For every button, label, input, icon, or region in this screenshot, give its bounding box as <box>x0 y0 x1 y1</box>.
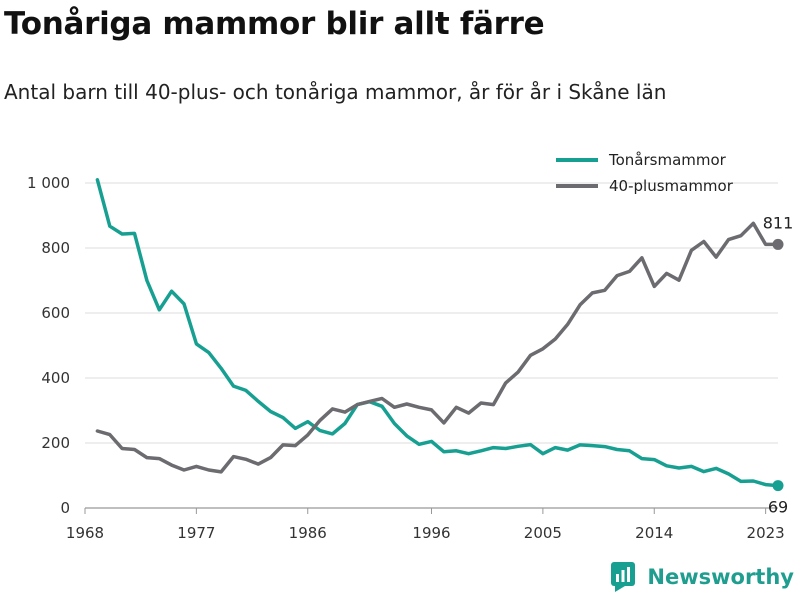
y-tick-label: 800 <box>41 239 70 257</box>
y-tick-label: 1 000 <box>27 174 70 192</box>
brand-name: Newsworthy <box>647 565 794 589</box>
y-tick-label: 0 <box>60 499 70 517</box>
y-tick-label: 200 <box>41 434 70 452</box>
series-end-label-0: 69 <box>768 498 788 517</box>
x-tick-label: 2014 <box>635 524 673 542</box>
legend-label-0: Tonårsmammor <box>608 151 727 169</box>
legend-label-1: 40-plusmammor <box>609 177 734 195</box>
chart-subtitle: Antal barn till 40-plus- och tonåriga ma… <box>4 80 667 104</box>
x-tick-label: 1968 <box>66 524 104 542</box>
y-tick-label: 600 <box>41 304 70 322</box>
series-end-marker-1 <box>772 238 784 250</box>
series-line-1 <box>95 221 780 474</box>
series-end-label-1: 811 <box>763 213 794 232</box>
chart-title: Tonåriga mammor blir allt färre <box>4 6 545 42</box>
series-end-marker-0 <box>772 480 784 492</box>
y-tick-label: 400 <box>41 369 70 387</box>
x-tick-label: 1996 <box>412 524 450 542</box>
series-line-0 <box>95 178 780 488</box>
x-tick-label: 1977 <box>177 524 215 542</box>
x-tick-label: 2023 <box>747 524 785 542</box>
x-tick-label: 2005 <box>524 524 562 542</box>
x-tick-label: 1986 <box>289 524 327 542</box>
newsworthy-logo-icon <box>611 562 636 592</box>
brand-logo: Newsworthy <box>611 562 794 592</box>
